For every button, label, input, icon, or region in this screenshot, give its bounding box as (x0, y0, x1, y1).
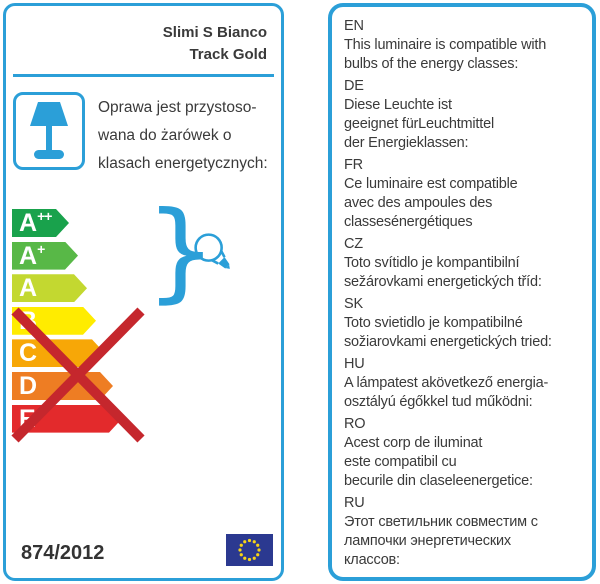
language-section: CZ Toto svítidlo je kompantibilní sežárov… (344, 235, 588, 292)
language-text-line: este compatibil cu (344, 454, 457, 470)
energy-class-label: C (19, 339, 38, 368)
language-text-line: Diese Leuchte ist (344, 97, 452, 113)
eu-flag-icon (226, 534, 273, 566)
energy-class-arrow: A (12, 274, 87, 302)
language-code: FR (344, 157, 363, 173)
language-sections: EN This luminaire is compatible with bulb… (344, 17, 588, 573)
language-code: EN (344, 18, 364, 34)
language-section: FR Ce luminaire est compatible avec des a… (344, 156, 588, 232)
crossed-out-x (11, 307, 145, 443)
table-lamp-icon (30, 102, 68, 159)
compat-text-line: klasach energetycznych: (98, 155, 268, 172)
energy-class-label: A (19, 209, 38, 237)
language-code: SK (344, 296, 363, 312)
compat-text-line: Oprawa jest przystoso- (98, 99, 257, 116)
language-section: EN This luminaire is compatible with bulb… (344, 17, 588, 74)
language-text-line: osztályú égőkkel tud működni: (344, 394, 533, 410)
translations-panel: EN This luminaire is compatible with bulb… (328, 3, 596, 581)
language-text-line: Toto svítidlo je kompantibilní (344, 255, 520, 271)
language-section: RO Acest corp de iluminat este compatibil… (344, 415, 588, 491)
language-code: DE (344, 78, 364, 94)
language-section: SK Toto svietidlo je kompatibilné sožiaro… (344, 295, 588, 352)
language-text-line: geeignet fürLeuchtmittel (344, 116, 494, 132)
language-text-line: becurile din claseleenergetice: (344, 473, 533, 489)
language-code: RU (344, 495, 365, 511)
lamp-icon-box (13, 92, 85, 170)
language-text-line: sežárovkami energetických tříd: (344, 274, 542, 290)
luminaire-compat-text-pl: Oprawa jest przystoso- wana do żarówek o… (98, 94, 268, 178)
brace: } (144, 189, 218, 314)
energy-class-sup: + (37, 240, 45, 257)
product-name-line1: Slimi S Bianco (162, 24, 267, 41)
language-text-line: bulbs of the energy classes: (344, 56, 519, 72)
language-text-line: A lámpatest akövetkező energia- (344, 375, 549, 391)
language-text-line: classesénergétiques (344, 214, 473, 230)
product-name-line2: Track Gold (189, 46, 267, 63)
language-text-line: der Energieklassen: (344, 135, 469, 151)
language-text-line: классов: (344, 552, 400, 568)
language-code: CZ (344, 236, 363, 252)
language-section: RU Этот светильник совместим с лампочки э… (344, 494, 588, 570)
language-text-line: avec des ampoules des (344, 195, 493, 211)
language-code: HU (344, 356, 365, 372)
language-text-line: Acest corp de iluminat (344, 435, 483, 451)
language-section: DE Diese Leuchte ist geeignet fürLeuchtmi… (344, 77, 588, 153)
energy-class-label: A (19, 274, 38, 303)
language-text-line: Toto svietidlo je kompatibilné (344, 315, 523, 331)
energy-class-sup: ++ (37, 208, 52, 224)
language-text-line: Этот светильник совместим с (344, 514, 538, 530)
product-name: Slimi S Bianco Track Gold (163, 22, 267, 66)
language-code: RO (344, 416, 366, 432)
energy-class-arrow: A + (12, 242, 78, 270)
product-panel: Slimi S Bianco Track Gold Oprawa jest pr… (3, 3, 284, 581)
energy-class-arrow: A ++ (12, 209, 69, 237)
language-section: HU A lámpatest akövetkező energia-osztál… (344, 355, 588, 412)
energy-class-label: D (19, 372, 38, 400)
compat-text-line: wana do żarówek o (98, 127, 232, 144)
regulation-number: 874/2012 (21, 542, 105, 564)
language-text-line: Ce luminaire est compatible (344, 176, 518, 192)
divider (13, 74, 274, 77)
light-bulb-icon (194, 233, 230, 269)
language-text-line: лампочки энергетических (344, 533, 511, 549)
language-text-line: This luminaire is compatible with (344, 37, 547, 53)
language-text-line: sožiarovkami energetických tried: (344, 334, 552, 350)
energy-class-label: A (19, 241, 38, 270)
